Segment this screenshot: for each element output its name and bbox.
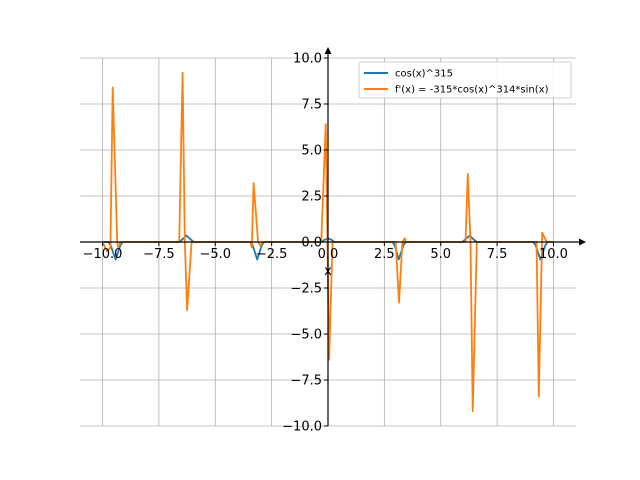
legend-box	[358, 61, 572, 99]
legend-label-1: f'(x) = -315*cos(x)^314*sin(x)	[395, 85, 549, 96]
legend-label-0: cos(x)^315	[395, 69, 453, 80]
legend: cos(x)^315 f'(x) = -315*cos(x)^314*sin(x)	[358, 61, 572, 99]
x-axis-label: x	[324, 264, 332, 279]
y-tick-label: −2.5	[290, 282, 322, 297]
x-tick-label: 0.0	[318, 247, 339, 262]
x-tick-label: 10.0	[539, 247, 568, 262]
y-tick-label: 7.5	[301, 98, 322, 113]
y-tick-label: 2.5	[301, 190, 322, 205]
x-tick-label: 5.0	[430, 247, 451, 262]
y-tick-label: −5.0	[290, 328, 322, 343]
y-tick-label: −10.0	[282, 420, 322, 435]
y-tick-label: 0.0	[301, 236, 322, 251]
x-tick-label: −5.0	[199, 247, 231, 262]
y-axis-arrow	[324, 47, 332, 54]
x-tick-label: 7.5	[487, 247, 508, 262]
x-tick-label: 2.5	[374, 247, 395, 262]
y-tick-label: 5.0	[301, 144, 322, 159]
y-tick-label: 10.0	[293, 52, 322, 67]
x-tick-label: −2.5	[256, 247, 288, 262]
x-axis-arrow	[579, 238, 586, 246]
tick-labels: −10.0 −7.5 −5.0 −2.5 0.0 2.5 5.0 7.5 10.0 −10.0 −7…	[83, 52, 568, 435]
x-tick-label: −10.0	[83, 247, 123, 262]
x-tick-label: −7.5	[143, 247, 175, 262]
y-tick-label: −7.5	[290, 374, 322, 389]
